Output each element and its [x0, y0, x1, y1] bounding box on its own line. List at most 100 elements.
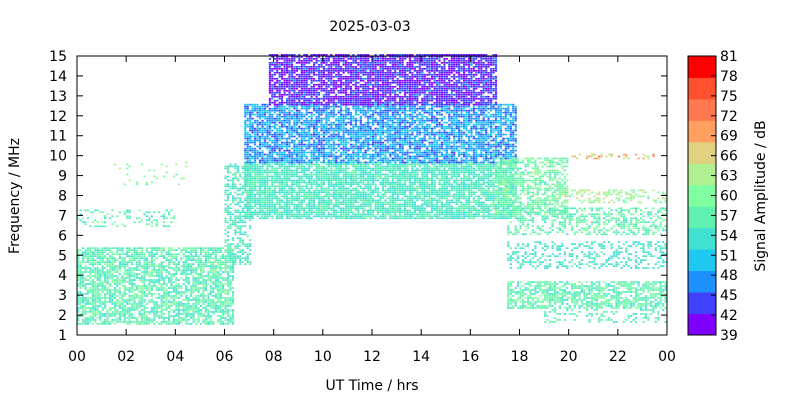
spectrogram-cell: [89, 225, 92, 228]
spectrogram-cell: [448, 199, 451, 202]
spectrogram-cell: [224, 245, 227, 247]
spectrogram-cell: [345, 203, 348, 206]
spectrogram-cell: [111, 295, 114, 297]
spectrogram-cell: [261, 193, 264, 196]
spectrogram-cell: [109, 257, 112, 259]
spectrogram-cell: [364, 201, 367, 204]
spectrogram-cell: [187, 257, 190, 259]
spectrogram-cell: [195, 247, 198, 249]
spectrogram-cell: [209, 303, 212, 305]
spectrogram-cell: [330, 215, 333, 218]
spectrogram-cell: [369, 213, 372, 216]
spectrogram-cell: [490, 213, 493, 216]
spectrogram-cell: [448, 165, 451, 168]
spectrogram-cell: [286, 183, 289, 186]
spectrogram-cell: [470, 169, 473, 172]
spectrogram-cell: [224, 193, 227, 196]
spectrogram-cell: [433, 169, 436, 172]
spectrogram-cell: [249, 205, 252, 208]
spectrogram-cell: [448, 193, 451, 196]
spectrogram-cell: [332, 211, 335, 214]
spectrogram-cell: [224, 279, 227, 281]
spectrogram-cell: [460, 209, 463, 212]
spectrogram-cell: [158, 265, 161, 267]
spectrogram-cell: [217, 287, 220, 289]
spectrogram-cell: [413, 195, 417, 198]
spectrogram-cell: [340, 207, 343, 210]
spectrogram-cell: [347, 199, 350, 202]
spectrogram-cell: [81, 255, 85, 257]
spectrogram-cell: [94, 209, 97, 212]
spectrogram-cell: [381, 167, 385, 170]
spectrogram-cell: [396, 217, 399, 220]
spectrogram-cell: [158, 277, 161, 279]
spectrogram-cell: [246, 259, 249, 261]
spectrogram-cell: [138, 311, 141, 313]
spectrogram-cell: [490, 167, 493, 170]
spectrogram-cell: [263, 205, 267, 208]
spectrogram-cell: [438, 163, 441, 166]
spectrogram-cell: [431, 189, 434, 192]
spectrogram-cell: [155, 257, 158, 259]
spectrogram-cell: [485, 191, 488, 194]
spectrogram-cell: [224, 207, 227, 210]
spectrogram-cell: [227, 167, 230, 170]
spectrogram-cell: [411, 189, 414, 192]
spectrogram-cell: [244, 225, 247, 228]
spectrogram-cell: [490, 195, 493, 198]
spectrogram-cell: [182, 303, 185, 305]
spectrogram-cell: [249, 171, 252, 174]
spectrogram-cell: [239, 261, 242, 263]
spectrogram-cell: [418, 185, 421, 188]
spectrogram-cell: [219, 273, 222, 275]
spectrogram-cell: [229, 271, 232, 273]
spectrogram-cell: [376, 165, 380, 168]
spectrogram-cell: [305, 187, 308, 190]
spectrogram-cell: [163, 289, 166, 291]
spectrogram-cell: [438, 197, 441, 200]
spectrogram-cell: [91, 211, 95, 214]
spectrogram-cell: [79, 269, 82, 271]
spectrogram-cell: [327, 181, 330, 184]
spectrogram-cell: [482, 217, 485, 220]
spectrogram-cell: [224, 211, 227, 214]
spectrogram-cell: [89, 255, 92, 257]
spectrogram-cell: [313, 183, 316, 186]
spectrogram-cell: [261, 197, 264, 200]
spectrogram-cell: [133, 283, 136, 285]
spectrogram-cell: [448, 189, 451, 192]
spectrogram-cell: [290, 199, 294, 202]
spectrogram-cell: [317, 199, 321, 202]
spectrogram-cell: [123, 309, 126, 311]
spectrogram-cell: [455, 207, 458, 210]
spectrogram-cell: [77, 319, 80, 321]
spectrogram-cell: [408, 201, 412, 204]
spectrogram-cell: [86, 209, 90, 212]
spectrogram-cell: [155, 315, 158, 317]
spectrogram-cell: [504, 201, 507, 204]
spectrogram-cell: [298, 193, 301, 196]
spectrogram-cell: [99, 289, 102, 291]
spectrogram-cell: [227, 291, 230, 293]
spectrogram-cell: [271, 169, 274, 172]
spectrogram-cell: [101, 265, 104, 267]
spectrogram-cell: [276, 199, 279, 202]
spectrogram-cell: [148, 285, 151, 287]
spectrogram-cell: [145, 311, 149, 313]
spectrogram-cell: [381, 207, 385, 210]
spectrogram-cell: [404, 207, 407, 210]
spectrogram-cell: [143, 275, 146, 277]
spectrogram-cell: [271, 185, 274, 188]
spectrogram-cell: [386, 173, 389, 176]
spectrogram-cell: [185, 295, 188, 297]
spectrogram-cell: [219, 249, 222, 251]
spectrogram-cell: [254, 209, 257, 212]
spectrogram-cell: [258, 195, 262, 198]
spectrogram-cell: [273, 191, 276, 194]
spectrogram-cell: [199, 323, 203, 325]
spectrogram-cell: [487, 199, 490, 202]
spectrogram-cell: [450, 177, 453, 180]
spectrogram-cell: [470, 191, 473, 194]
spectrogram-cell: [86, 299, 90, 301]
spectrogram-cell: [244, 251, 247, 253]
